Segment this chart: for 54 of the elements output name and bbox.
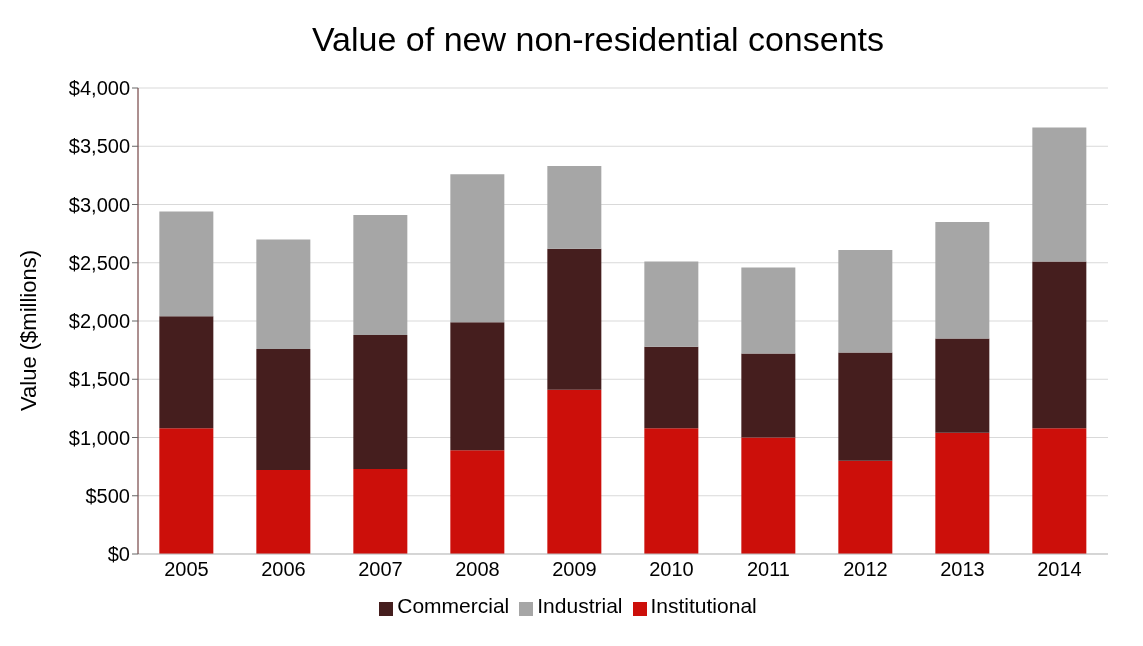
bar (1032, 261, 1087, 429)
y-tick-label: $3,500 (68, 135, 130, 158)
bar (838, 249, 893, 353)
bar (450, 174, 505, 323)
y-axis-title: Value ($millions) (15, 250, 41, 411)
chart-title: Value of new non-residential consents (310, 20, 886, 60)
bar (935, 221, 990, 339)
bar (644, 261, 699, 347)
bar (935, 432, 990, 554)
y-tick-label: $0 (107, 543, 130, 566)
y-tick-label: $2,000 (68, 310, 130, 333)
x-tick-label: 2014 (1037, 558, 1082, 581)
bar (256, 239, 311, 349)
bar (547, 389, 602, 554)
bar (741, 267, 796, 354)
bar (353, 468, 408, 554)
bar (838, 352, 893, 461)
bar (353, 334, 408, 469)
bar (741, 353, 796, 438)
bar (1032, 428, 1087, 554)
bar (159, 428, 214, 554)
bar (547, 248, 602, 390)
bar (159, 211, 214, 317)
x-tick-label: 2008 (455, 558, 500, 581)
y-tick-label: $1,000 (68, 426, 130, 449)
bar (644, 346, 699, 429)
bar (450, 322, 505, 451)
bar (935, 338, 990, 433)
x-tick-label: 2009 (552, 558, 597, 581)
bar (547, 166, 602, 249)
bar (159, 316, 214, 429)
bar (838, 460, 893, 554)
x-tick-label: 2012 (843, 558, 888, 581)
bar (256, 348, 311, 471)
y-tick-label: $500 (85, 484, 130, 507)
y-tick-label: $3,000 (68, 193, 130, 216)
x-tick-label: 2006 (261, 558, 306, 581)
bar (450, 450, 505, 554)
bar (353, 214, 408, 335)
y-tick-label: $4,000 (68, 77, 130, 100)
x-tick-label: 2010 (649, 558, 694, 581)
x-tick-label: 2005 (164, 558, 209, 581)
x-tick-label: 2013 (940, 558, 985, 581)
bar (644, 428, 699, 554)
bar (1032, 127, 1087, 262)
y-tick-label: $2,500 (68, 251, 130, 274)
y-tick-label: $1,500 (68, 368, 130, 391)
bar (256, 470, 311, 554)
x-tick-label: 2011 (746, 558, 791, 581)
legend-label: Industrial (537, 594, 623, 617)
bar (741, 437, 796, 554)
legend-label: Institutional (650, 594, 757, 617)
legend-label: Commercial (397, 594, 510, 617)
x-tick-label: 2007 (358, 558, 403, 581)
